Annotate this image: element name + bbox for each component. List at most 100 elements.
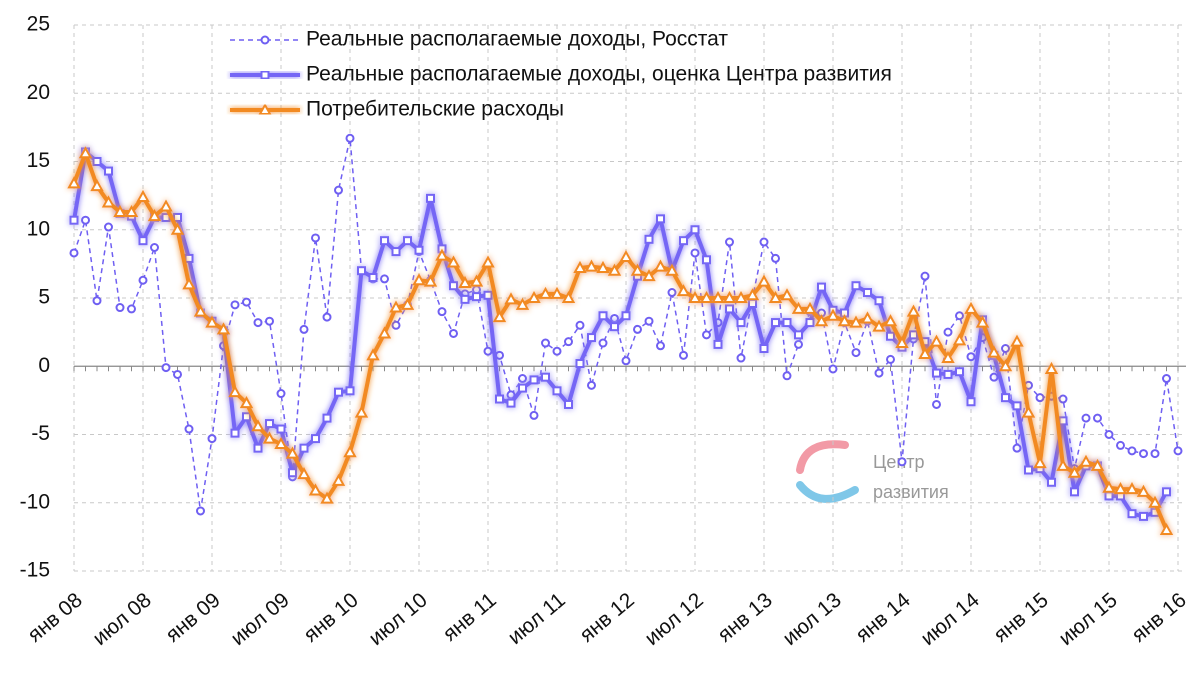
marker [1113,482,1128,495]
marker [1162,374,1171,384]
marker [656,214,665,224]
y-tick-label: -5 [31,422,50,445]
marker [173,369,182,379]
marker [587,333,596,343]
marker [1021,405,1036,418]
marker [722,290,737,303]
marker [253,443,263,453]
marker [607,263,622,276]
x-tick-label: янв 09 [161,588,224,646]
y-tick-label: 25 [27,13,50,36]
marker [1104,430,1114,439]
marker [587,380,596,390]
marker [943,369,953,379]
marker [458,275,472,288]
marker [768,290,783,303]
x-tick-label: июл 15 [1055,588,1122,650]
marker [472,292,481,302]
marker [288,468,297,478]
marker [610,322,619,332]
marker [1012,443,1022,453]
marker [575,359,585,369]
marker [481,255,495,268]
marker [1024,465,1033,475]
marker [826,308,840,321]
marker [550,286,564,299]
marker [711,290,725,303]
marker [943,327,953,337]
marker [1139,449,1148,459]
marker [276,389,286,399]
marker [1127,509,1137,519]
marker [702,330,711,340]
marker [297,467,311,480]
marker [564,399,573,409]
marker [228,385,242,398]
marker [906,304,921,317]
marker [391,320,401,330]
y-tick-label: 10 [27,217,50,240]
marker [725,304,734,314]
marker [193,304,208,317]
marker [1104,491,1114,501]
y-tick-label: -15 [20,559,50,582]
marker [757,274,771,287]
marker [909,330,918,340]
marker [265,316,274,326]
marker [794,330,803,340]
marker [541,372,550,382]
marker [644,316,654,326]
marker [529,410,539,420]
marker [104,166,113,176]
marker [782,318,792,328]
marker [699,290,714,303]
marker [299,443,309,453]
marker [596,260,610,273]
marker [391,247,401,257]
marker [1136,484,1151,497]
marker [656,341,665,351]
y-tick-label: 15 [27,149,50,172]
marker [575,320,585,330]
marker [518,374,527,384]
marker [851,281,861,291]
marker [538,286,553,299]
marker [1139,511,1148,521]
marker [322,312,332,322]
marker [170,222,185,235]
marker [748,298,757,308]
marker [771,253,780,263]
marker [138,236,148,246]
marker [863,288,872,298]
marker [642,269,656,282]
marker [1070,487,1079,497]
marker [366,348,380,361]
series-line [72,151,1169,531]
marker [598,338,608,348]
marker [308,483,323,496]
marker [874,368,884,378]
marker [1148,495,1162,508]
marker [782,371,792,381]
marker [679,236,688,246]
marker [357,266,366,276]
marker [285,446,300,459]
marker [492,310,507,323]
marker [182,277,196,290]
marker [918,346,932,359]
marker [989,372,999,382]
x-tick-label: июл 13 [779,588,846,650]
marker [1035,393,1045,403]
marker [584,259,599,272]
marker [561,290,576,303]
marker [173,212,182,222]
marker [1150,449,1160,459]
marker [147,209,162,222]
legend-label: Реальные располагаемые доходы, Росстат [306,28,728,51]
marker [483,290,493,300]
marker [690,225,700,235]
marker [265,419,274,429]
marker [1058,394,1068,404]
marker [506,398,516,408]
